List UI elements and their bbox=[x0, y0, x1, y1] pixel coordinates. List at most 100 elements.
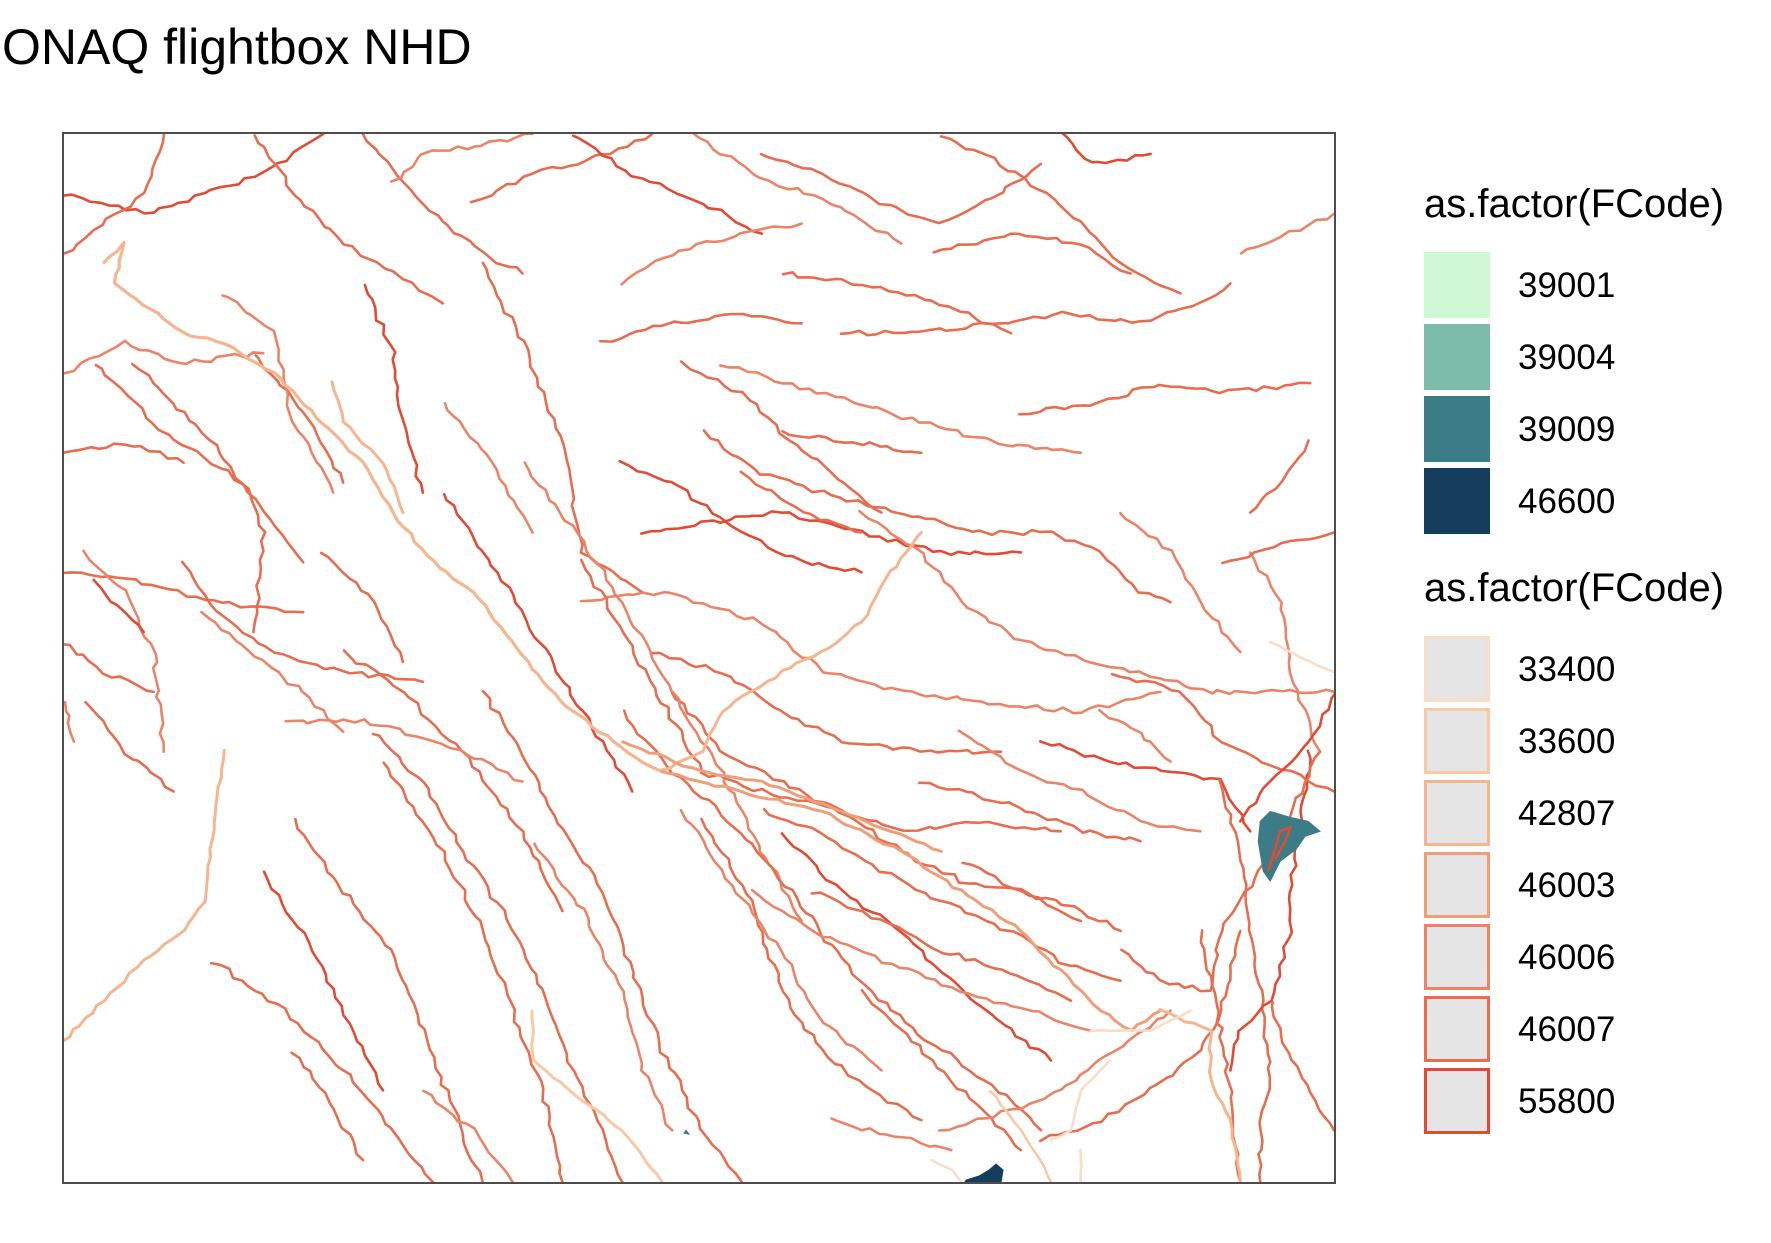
legend-label: 33600 bbox=[1518, 722, 1616, 761]
flowline-46007 bbox=[598, 312, 803, 343]
flowline-33600 bbox=[530, 1009, 664, 1182]
legend-key-46600: 46600 bbox=[1424, 466, 1771, 538]
flowline-46006 bbox=[1119, 511, 1242, 654]
legend-swatch bbox=[1424, 324, 1490, 390]
flowline-46006 bbox=[390, 134, 534, 183]
flowline-55800 bbox=[363, 283, 425, 494]
legend-swatch bbox=[1424, 396, 1490, 462]
flowline-46007 bbox=[294, 817, 484, 1182]
flowline-33400 bbox=[1079, 1148, 1083, 1182]
flowline-46007 bbox=[469, 134, 654, 204]
flowline-46006 bbox=[718, 364, 1083, 455]
legend-key-46006: 46006 bbox=[1424, 922, 1771, 994]
flowline-46007 bbox=[781, 270, 1013, 335]
flowline-46007 bbox=[839, 282, 1232, 337]
flowline-46006 bbox=[64, 700, 76, 743]
legend-swatch bbox=[1424, 780, 1490, 846]
flowline-46007 bbox=[84, 700, 175, 793]
flowline-55800 bbox=[639, 510, 1023, 557]
flowline-42807 bbox=[102, 240, 664, 774]
flowline-46007 bbox=[700, 817, 923, 1122]
flowline-33400 bbox=[930, 1158, 963, 1182]
flowline-46007 bbox=[781, 429, 923, 455]
flowline-46007 bbox=[253, 134, 445, 305]
flowline-55800 bbox=[1238, 692, 1334, 823]
stream-network-map bbox=[64, 134, 1334, 1182]
legend-label: 39001 bbox=[1518, 266, 1616, 305]
flowline-42807 bbox=[64, 748, 226, 1043]
flowline-46006 bbox=[937, 1009, 1172, 1132]
flowline-55800 bbox=[262, 870, 385, 1092]
legend-title: as.factor(FCode) bbox=[1424, 182, 1725, 226]
legend-key-42807: 42807 bbox=[1424, 778, 1771, 850]
reservoir-polygon-39009 bbox=[1257, 810, 1322, 883]
flowline-46007 bbox=[1221, 531, 1334, 565]
legend-title: as.factor(FCode) bbox=[1424, 566, 1725, 610]
legend-label: 55800 bbox=[1518, 1082, 1616, 1121]
pond-polygon-46600 bbox=[964, 1163, 1004, 1182]
flowline-46007 bbox=[209, 961, 435, 1182]
map-title: ONAQ flightbox NHD bbox=[2, 19, 472, 75]
flowline-46007 bbox=[361, 134, 524, 275]
legend-label: 46007 bbox=[1518, 1010, 1616, 1049]
flowline-46007 bbox=[1110, 672, 1334, 793]
flowline-33400 bbox=[1089, 1009, 1192, 1033]
flowline-46006 bbox=[957, 729, 1202, 833]
legend-key-39001: 39001 bbox=[1424, 250, 1771, 322]
legend-line-fcode: as.factor(FCode) 33400 33600 42807 46003… bbox=[1424, 566, 1771, 1138]
flowline-46006 bbox=[221, 294, 335, 494]
flowline-46006 bbox=[200, 610, 345, 734]
flowline-46006 bbox=[1239, 212, 1334, 255]
flowline-33400 bbox=[1049, 1059, 1112, 1142]
flowline-55800 bbox=[1061, 134, 1152, 165]
flowline-46006 bbox=[64, 339, 265, 375]
legend-label: 39004 bbox=[1518, 338, 1616, 377]
legend-swatch bbox=[1424, 924, 1490, 990]
flowline-46007 bbox=[130, 362, 305, 564]
flowline-46007 bbox=[64, 571, 305, 614]
flowline-46006 bbox=[1098, 708, 1172, 763]
legend-swatch bbox=[1424, 852, 1490, 918]
flowline-46007 bbox=[1218, 778, 1272, 1182]
flowline-46007 bbox=[932, 232, 1132, 275]
flowline-46006 bbox=[750, 888, 1093, 1032]
flowline-46006 bbox=[284, 718, 524, 783]
legend-key-33600: 33600 bbox=[1424, 706, 1771, 778]
flowline-46007 bbox=[254, 354, 345, 484]
flowline-46006 bbox=[533, 842, 674, 1132]
flowline-46007 bbox=[679, 360, 883, 514]
flowline-46007 bbox=[1120, 750, 1322, 993]
flowline-46006 bbox=[620, 222, 803, 286]
map-panel bbox=[62, 132, 1336, 1184]
flowline-33400 bbox=[1268, 640, 1334, 674]
legend-swatch bbox=[1424, 252, 1490, 318]
flowline-46007 bbox=[481, 261, 644, 594]
legend-label: 46003 bbox=[1518, 866, 1616, 905]
flowline-46007 bbox=[64, 442, 185, 465]
flowline-46006 bbox=[692, 134, 903, 245]
flowline-46007 bbox=[319, 551, 405, 664]
flowline-46007 bbox=[1270, 1000, 1334, 1132]
flowline-46006 bbox=[443, 401, 534, 534]
flowline-46007 bbox=[699, 771, 1122, 933]
flowline-46007 bbox=[342, 649, 564, 913]
flowline-42807 bbox=[659, 530, 923, 772]
flowline-46006 bbox=[82, 549, 165, 753]
flowline-46007 bbox=[290, 1051, 365, 1162]
legend-swatch bbox=[1424, 636, 1490, 702]
flowline-55800 bbox=[1038, 740, 1252, 833]
flowline-46007 bbox=[481, 689, 744, 1182]
legend-key-39009: 39009 bbox=[1424, 394, 1771, 466]
flowline-46007 bbox=[670, 690, 1063, 833]
flowline-46007 bbox=[739, 470, 863, 534]
legend-key-46003: 46003 bbox=[1424, 850, 1771, 922]
flowline-46006 bbox=[422, 1089, 514, 1182]
legend-polygon-fcode: as.factor(FCode) 39001 39004 39009 46600 bbox=[1424, 182, 1771, 538]
flowline-55800 bbox=[64, 134, 325, 215]
flowline-46007 bbox=[180, 560, 425, 684]
flowline-46007 bbox=[762, 807, 1122, 983]
flowline-46007 bbox=[622, 709, 1043, 1132]
flowline-46007 bbox=[649, 651, 1003, 755]
flowline-46007 bbox=[918, 781, 1142, 843]
flowline-46007 bbox=[371, 732, 624, 1182]
